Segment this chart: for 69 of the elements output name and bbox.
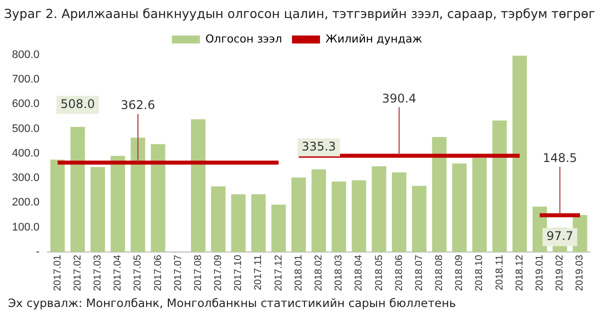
annotation: 148.5 [542,150,578,165]
bar [412,186,426,252]
x-tick-label: 2017.08 [192,254,204,292]
y-tick-label: - [36,246,40,258]
x-tick-label: 2017.11 [253,254,264,290]
x-tick-label: 2018.05 [374,254,385,292]
bar [472,158,487,252]
y-tick-label: 600.0 [12,98,40,110]
bar [291,178,306,252]
bar [332,181,346,252]
bar [231,194,246,252]
x-tick-label: 2018.12 [514,254,526,292]
y-tick-label: 200.0 [12,196,40,209]
data-label: 508.0 [60,96,95,111]
bar [492,120,507,252]
x-tick-label: 2018.04 [354,254,365,292]
y-tick-label: 800.0 [12,49,40,62]
bar [512,56,527,252]
x-tick-label: 2017.07 [172,254,184,292]
x-tick-label: 2018.09 [454,254,466,292]
y-tick-label: 400.0 [12,147,40,160]
bar [372,166,386,252]
x-tick-label: 2017.06 [152,254,164,292]
x-tick-label: 2017.03 [92,254,104,292]
x-tick-label: 2017.01 [52,254,64,292]
y-tick-label: 700.0 [12,74,40,86]
bar [352,180,366,252]
x-tick-label: 2018.08 [434,254,446,292]
x-tick-label: 2017.12 [273,254,284,292]
bar [392,172,406,252]
x-tick-label: 2018.11 [494,254,506,290]
x-tick-label: 2017.09 [213,254,224,292]
data-label: 97.7 [546,229,574,244]
x-tick-label: 2019.03 [574,254,586,292]
x-tick-label: 2017.05 [132,254,144,292]
chart-title: Зураг 2. Арилжааны банкнуудын олгосон цалин, тэтгэврийн зээл, сараар, тэрбум төгрөг [3,5,596,23]
x-tick-label: 2018.06 [394,254,405,292]
bar [130,138,146,252]
bar [50,160,65,252]
annotation: 390.4 [382,91,416,106]
legend-label: Жилийн дундаж [326,32,422,46]
text: Эх сурвалж: Монголбанк, Монголбанкны статистикийн сарын бюллетень [7,295,457,312]
y-tick-label: 500.0 [12,122,40,135]
bar [271,204,286,252]
bar [251,194,266,252]
y-tick-label: 100.0 [12,221,40,234]
bar [90,166,105,252]
x-tick-label: 2017.02 [72,254,84,292]
bar [150,144,166,252]
x-tick-label: 2018.01 [293,254,304,292]
bar [452,164,467,252]
bar [312,169,326,252]
x-tick-label: 2017.10 [233,254,244,292]
bar [190,119,206,252]
bar [211,186,226,252]
x-tick-label: 2018.10 [474,254,486,292]
x-tick-label: 2018.02 [314,254,325,292]
data-label: 335.3 [302,139,336,154]
legend-label: Олгосон зээл [205,32,282,46]
x-tick-label: 2019.02 [554,254,566,292]
annotation: 362.6 [120,98,156,112]
x-tick-label: 2019.01 [534,254,546,292]
bar [70,126,85,252]
x-tick-label: 2018.03 [334,254,345,292]
y-tick-label: 300.0 [12,172,40,184]
bar [432,136,447,252]
x-tick-label: 2018.07 [414,254,425,292]
bar [110,156,126,252]
x-tick-label: 2017.04 [112,254,124,292]
